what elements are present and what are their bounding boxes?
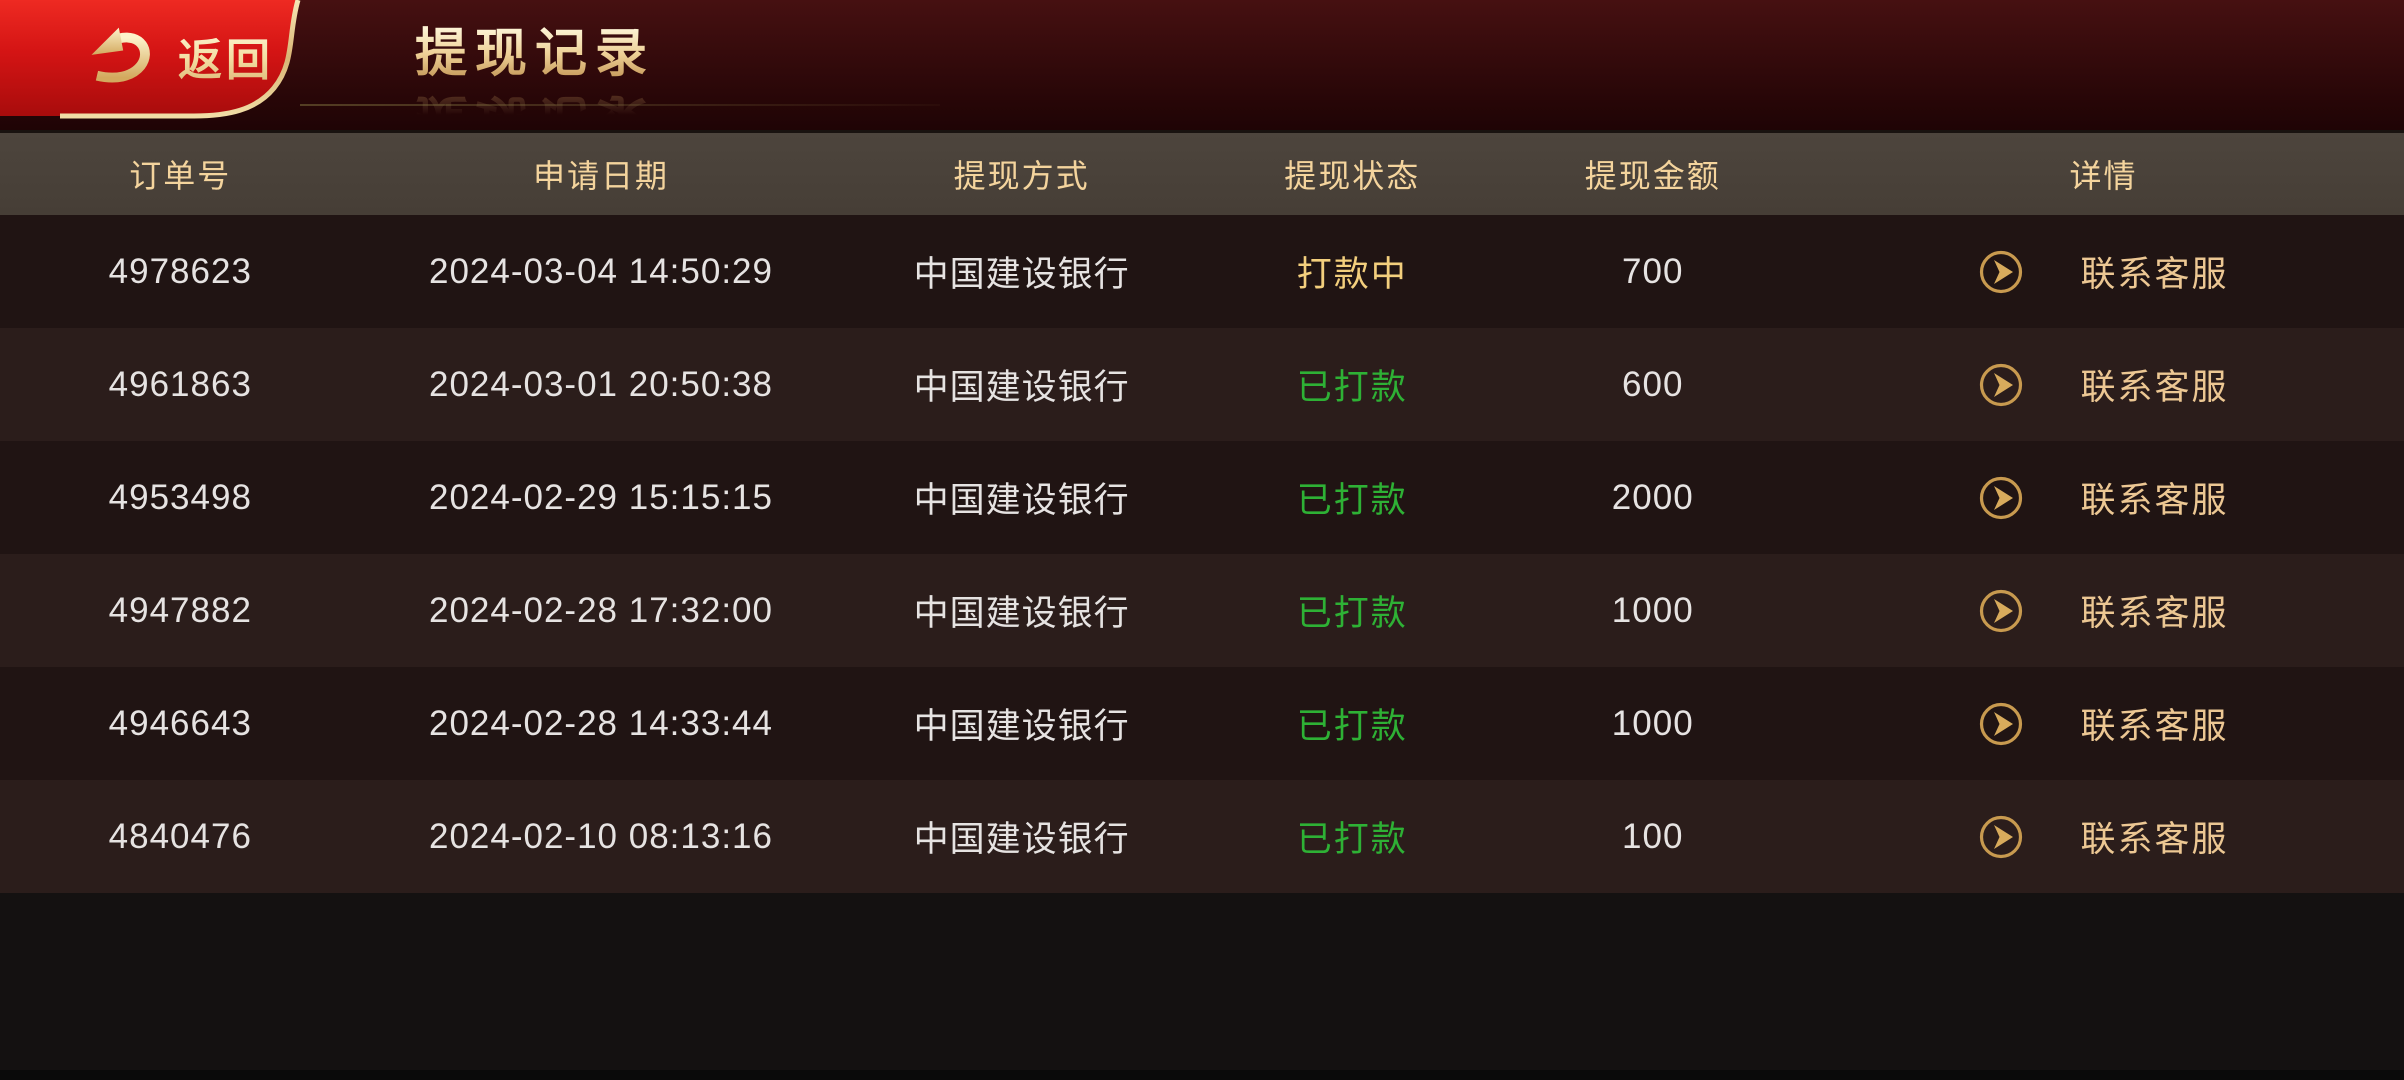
page-header: 返回 提现记录 [0, 0, 2404, 130]
detail-cell: 联系客服 [1803, 472, 2404, 523]
date-cell: 2024-02-28 14:33:44 [428, 703, 773, 743]
method-cell: 中国建设银行 [913, 255, 1130, 294]
detail-cell: 联系客服 [1803, 698, 2404, 749]
detail-arrow-icon[interactable] [1978, 814, 2024, 860]
status-text: 已打款 [1296, 820, 1408, 859]
date-cell: 2024-03-04 14:50:29 [428, 251, 773, 291]
table-row: 4946643 2024-02-28 14:33:44 中国建设银行 已打款 1… [0, 667, 2404, 780]
column-header-detail: 详情 [2069, 158, 2138, 194]
contact-support-link[interactable]: 联系客服 [2080, 481, 2229, 520]
contact-support-link[interactable]: 联系客服 [2080, 707, 2229, 746]
order-no-cell: 4961863 [108, 364, 252, 404]
status-text: 已打款 [1296, 707, 1408, 746]
amount-cell: 600 [1622, 364, 1684, 404]
title-underline [300, 104, 940, 106]
table-row: 4978623 2024-03-04 14:50:29 中国建设银行 打款中 7… [0, 215, 2404, 328]
date-cell: 2024-02-10 08:13:16 [428, 816, 773, 856]
method-cell: 中国建设银行 [913, 481, 1130, 520]
column-header-date: 申请日期 [532, 158, 669, 194]
table-row: 4947882 2024-02-28 17:32:00 中国建设银行 已打款 1… [0, 554, 2404, 667]
contact-support-link[interactable]: 联系客服 [2080, 368, 2229, 407]
order-no-cell: 4946643 [108, 703, 252, 743]
method-cell: 中国建设银行 [913, 594, 1130, 633]
detail-cell: 联系客服 [1803, 811, 2404, 862]
detail-arrow-icon[interactable] [1978, 249, 2024, 295]
order-no-cell: 4953498 [108, 477, 252, 517]
order-no-cell: 4978623 [108, 251, 252, 291]
column-header-method: 提现方式 [953, 158, 1090, 194]
amount-cell: 2000 [1611, 477, 1694, 517]
return-arrow-icon [91, 27, 150, 83]
status-text: 已打款 [1296, 368, 1408, 407]
detail-arrow-icon[interactable] [1978, 362, 2024, 408]
column-header-amount: 提现金额 [1584, 158, 1721, 194]
order-no-cell: 4840476 [108, 816, 252, 856]
detail-arrow-icon[interactable] [1978, 588, 2024, 634]
amount-cell: 700 [1622, 251, 1684, 291]
table-header: 订单号 申请日期 提现方式 提现状态 提现金额 详情 [0, 130, 2404, 215]
amount-cell: 1000 [1611, 590, 1694, 630]
status-text: 打款中 [1296, 255, 1408, 294]
detail-cell: 联系客服 [1803, 585, 2404, 636]
method-cell: 中国建设银行 [913, 820, 1130, 859]
amount-cell: 1000 [1611, 703, 1694, 743]
detail-arrow-icon[interactable] [1978, 475, 2024, 521]
method-cell: 中国建设银行 [913, 707, 1130, 746]
contact-support-link[interactable]: 联系客服 [2080, 820, 2229, 859]
status-text: 已打款 [1296, 481, 1408, 520]
date-cell: 2024-02-29 15:15:15 [428, 477, 773, 517]
table-row: 4840476 2024-02-10 08:13:16 中国建设银行 已打款 1… [0, 780, 2404, 893]
date-cell: 2024-02-28 17:32:00 [428, 590, 773, 630]
back-button-label: 返回 [178, 24, 274, 88]
column-header-order-no: 订单号 [129, 158, 232, 194]
detail-cell: 联系客服 [1803, 359, 2404, 410]
table-body: 4978623 2024-03-04 14:50:29 中国建设银行 打款中 7… [0, 215, 2404, 893]
order-no-cell: 4947882 [108, 590, 252, 630]
detail-arrow-icon[interactable] [1978, 701, 2024, 747]
bottom-strip [0, 1070, 2404, 1080]
detail-cell: 联系客服 [1803, 246, 2404, 297]
status-text: 已打款 [1296, 594, 1408, 633]
table-row: 4953498 2024-02-29 15:15:15 中国建设银行 已打款 2… [0, 441, 2404, 554]
date-cell: 2024-03-01 20:50:38 [428, 364, 773, 404]
amount-cell: 100 [1622, 816, 1684, 856]
back-button[interactable]: 返回 [0, 0, 316, 122]
contact-support-link[interactable]: 联系客服 [2080, 594, 2229, 633]
method-cell: 中国建设银行 [913, 368, 1130, 407]
page-title: 提现记录 [415, 25, 656, 83]
table-row: 4961863 2024-03-01 20:50:38 中国建设银行 已打款 6… [0, 328, 2404, 441]
column-header-status: 提现状态 [1284, 158, 1421, 194]
contact-support-link[interactable]: 联系客服 [2080, 255, 2229, 294]
